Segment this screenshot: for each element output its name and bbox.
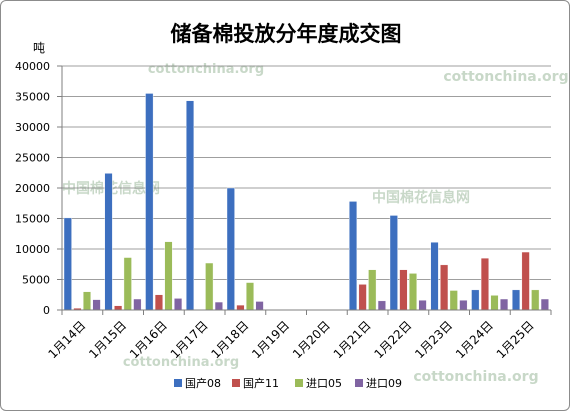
bar-进口09 xyxy=(92,299,101,311)
bar-进口09 xyxy=(459,300,468,311)
legend-swatch xyxy=(174,379,182,387)
x-tick-label: 1月21日 xyxy=(331,318,374,361)
bar-国产08 xyxy=(63,217,72,311)
y-tick-label: 35000 xyxy=(15,91,50,104)
bar-国产08 xyxy=(430,242,439,311)
watermark-text: cottonchina.org xyxy=(123,355,239,370)
x-tick-label: 1月19日 xyxy=(249,318,292,361)
x-tick-label: 1月23日 xyxy=(412,318,455,361)
legend: 国产08 国产11 进口05 进口09 xyxy=(174,376,402,390)
bar-进口09 xyxy=(540,298,549,311)
bar-国产08 xyxy=(104,173,113,311)
bar-国产08 xyxy=(145,93,154,311)
watermark-text: 中国棉花信息网 xyxy=(372,189,470,206)
y-tick-label: 0 xyxy=(43,304,50,317)
bar-进口09 xyxy=(255,301,264,311)
legend-swatch xyxy=(295,379,303,387)
bar-进口09 xyxy=(133,298,142,311)
legend-label: 进口09 xyxy=(366,377,402,390)
bar-进口09 xyxy=(418,300,427,311)
bar-进口05 xyxy=(123,257,132,311)
bar-进口05 xyxy=(205,262,214,311)
bar-国产08 xyxy=(389,215,398,311)
bar-进口05 xyxy=(490,295,499,311)
y-tick-label: 40000 xyxy=(15,60,50,73)
y-tick-label: 10000 xyxy=(15,243,50,256)
x-tick-label: 1月22日 xyxy=(371,318,414,361)
legend-label: 进口05 xyxy=(306,377,342,390)
x-tick-label: 1月25日 xyxy=(494,318,537,361)
bar-国产11 xyxy=(440,264,449,311)
bar-国产11 xyxy=(358,284,367,311)
legend-label: 国产08 xyxy=(185,376,221,390)
y-tick-label: 20000 xyxy=(15,182,50,195)
bars-layer xyxy=(63,93,549,311)
bar-国产11 xyxy=(399,269,408,311)
gridlines: 0 5000 10000 15000 20000 25000 30000 35000 40000 xyxy=(15,60,551,317)
bar-进口05 xyxy=(164,241,173,311)
x-tick-label: 1月24日 xyxy=(453,318,496,361)
bar-进口09 xyxy=(174,298,183,311)
bar-进口05 xyxy=(245,282,254,311)
bar-国产08 xyxy=(186,100,195,311)
x-tick-label: 1月14日 xyxy=(45,318,88,361)
bar-进口09 xyxy=(377,300,386,311)
legend-label: 国产11 xyxy=(243,376,279,390)
bar-进口05 xyxy=(368,269,377,311)
bar-国产08 xyxy=(226,187,235,311)
bar-国产11 xyxy=(236,304,245,311)
bar-进口05 xyxy=(82,291,91,311)
legend-swatch xyxy=(232,379,240,387)
chart-title: 储备棉投放分年度成交图 xyxy=(171,22,402,46)
y-tick-label: 25000 xyxy=(15,152,50,165)
y-tick-label: 30000 xyxy=(15,121,50,134)
bar-进口05 xyxy=(531,289,540,311)
bar-国产08 xyxy=(349,201,358,311)
bar-进口05 xyxy=(449,290,458,311)
bar-国产11 xyxy=(154,294,163,311)
bar-国产08 xyxy=(471,289,480,311)
axes: 1月14日1月15日1月16日1月17日1月18日1月19日1月20日1月21日… xyxy=(45,65,552,361)
legend-swatch xyxy=(355,379,363,387)
watermark-text: cottonchina.org xyxy=(148,62,264,77)
y-tick-label: 15000 xyxy=(15,213,50,226)
watermark-text: cottonchina.org xyxy=(443,69,568,85)
bar-进口09 xyxy=(500,298,509,311)
y-axis-unit-label: 吨 xyxy=(33,41,45,55)
watermark-text: cottonchina.org xyxy=(413,369,538,385)
bar-国产11 xyxy=(114,305,123,311)
x-tick-label: 1月20日 xyxy=(290,318,333,361)
bar-国产11 xyxy=(521,251,530,311)
bar-进口09 xyxy=(214,301,223,311)
y-tick-label: 5000 xyxy=(22,274,50,287)
bar-国产11 xyxy=(480,257,489,311)
watermark-layer: cottonchina.orgcottonchina.org中国棉花信息网中国棉… xyxy=(62,62,569,385)
bar-国产08 xyxy=(512,289,521,311)
bar-进口05 xyxy=(409,273,418,311)
